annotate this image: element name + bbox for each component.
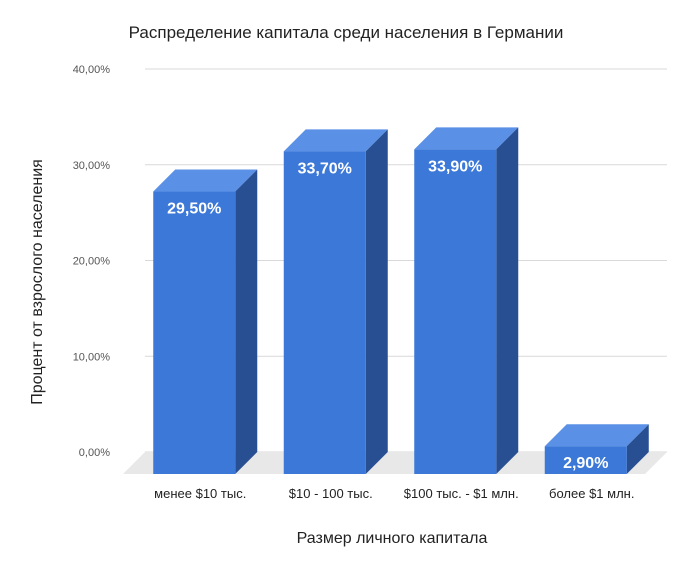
bar [414,127,519,474]
y-tick-label: 20,00% [73,256,111,268]
x-tick-label: более $1 млн. [549,486,634,501]
data-label: 29,50% [167,201,221,218]
bar-top-face [544,424,649,447]
bar-front-face [283,151,366,474]
bar-top-face [283,129,388,152]
bar [544,424,649,474]
bars [153,127,649,474]
bar-side-face [235,169,258,474]
x-tick-label: менее $10 тыс. [154,486,246,501]
data-label: 33,70% [298,160,352,177]
bar [283,129,388,474]
x-axis-title: Размер личного капитала [297,530,488,547]
x-axis-ticks: менее $10 тыс. $10 - 100 тыс. $100 тыс. - … [154,486,634,501]
chart-floor [123,452,667,474]
data-label: 2,90% [563,455,608,472]
y-axis-ticks: 0,00% 10,00% 20,00% 30,00% 40,00% [73,64,111,459]
bar-top-face [414,127,519,150]
chart-title: Распределение капитала среди населения в… [129,23,564,42]
bar-front-face [153,191,236,474]
x-tick-label: $10 - 100 тыс. [289,486,373,501]
y-tick-label: 0,00% [79,447,110,459]
data-labels: 29,50% 33,70% 33,90% 2,90% [167,158,608,472]
y-tick-label: 40,00% [73,64,111,76]
floor-plane [123,452,667,474]
x-tick-label: $100 тыс. - $1 млн. [404,486,519,501]
data-label: 33,90% [428,158,482,175]
bar-side-face [626,424,649,474]
y-tick-label: 30,00% [73,160,111,172]
bar-front-face [414,149,497,474]
y-tick-label: 10,00% [73,351,111,363]
bar-side-face [365,129,388,474]
bar-top-face [153,169,258,192]
y-axis-title: Процент от взрослого населения [29,159,46,405]
bar-front-face [544,446,627,474]
bar [153,169,258,474]
bar-side-face [496,127,519,474]
